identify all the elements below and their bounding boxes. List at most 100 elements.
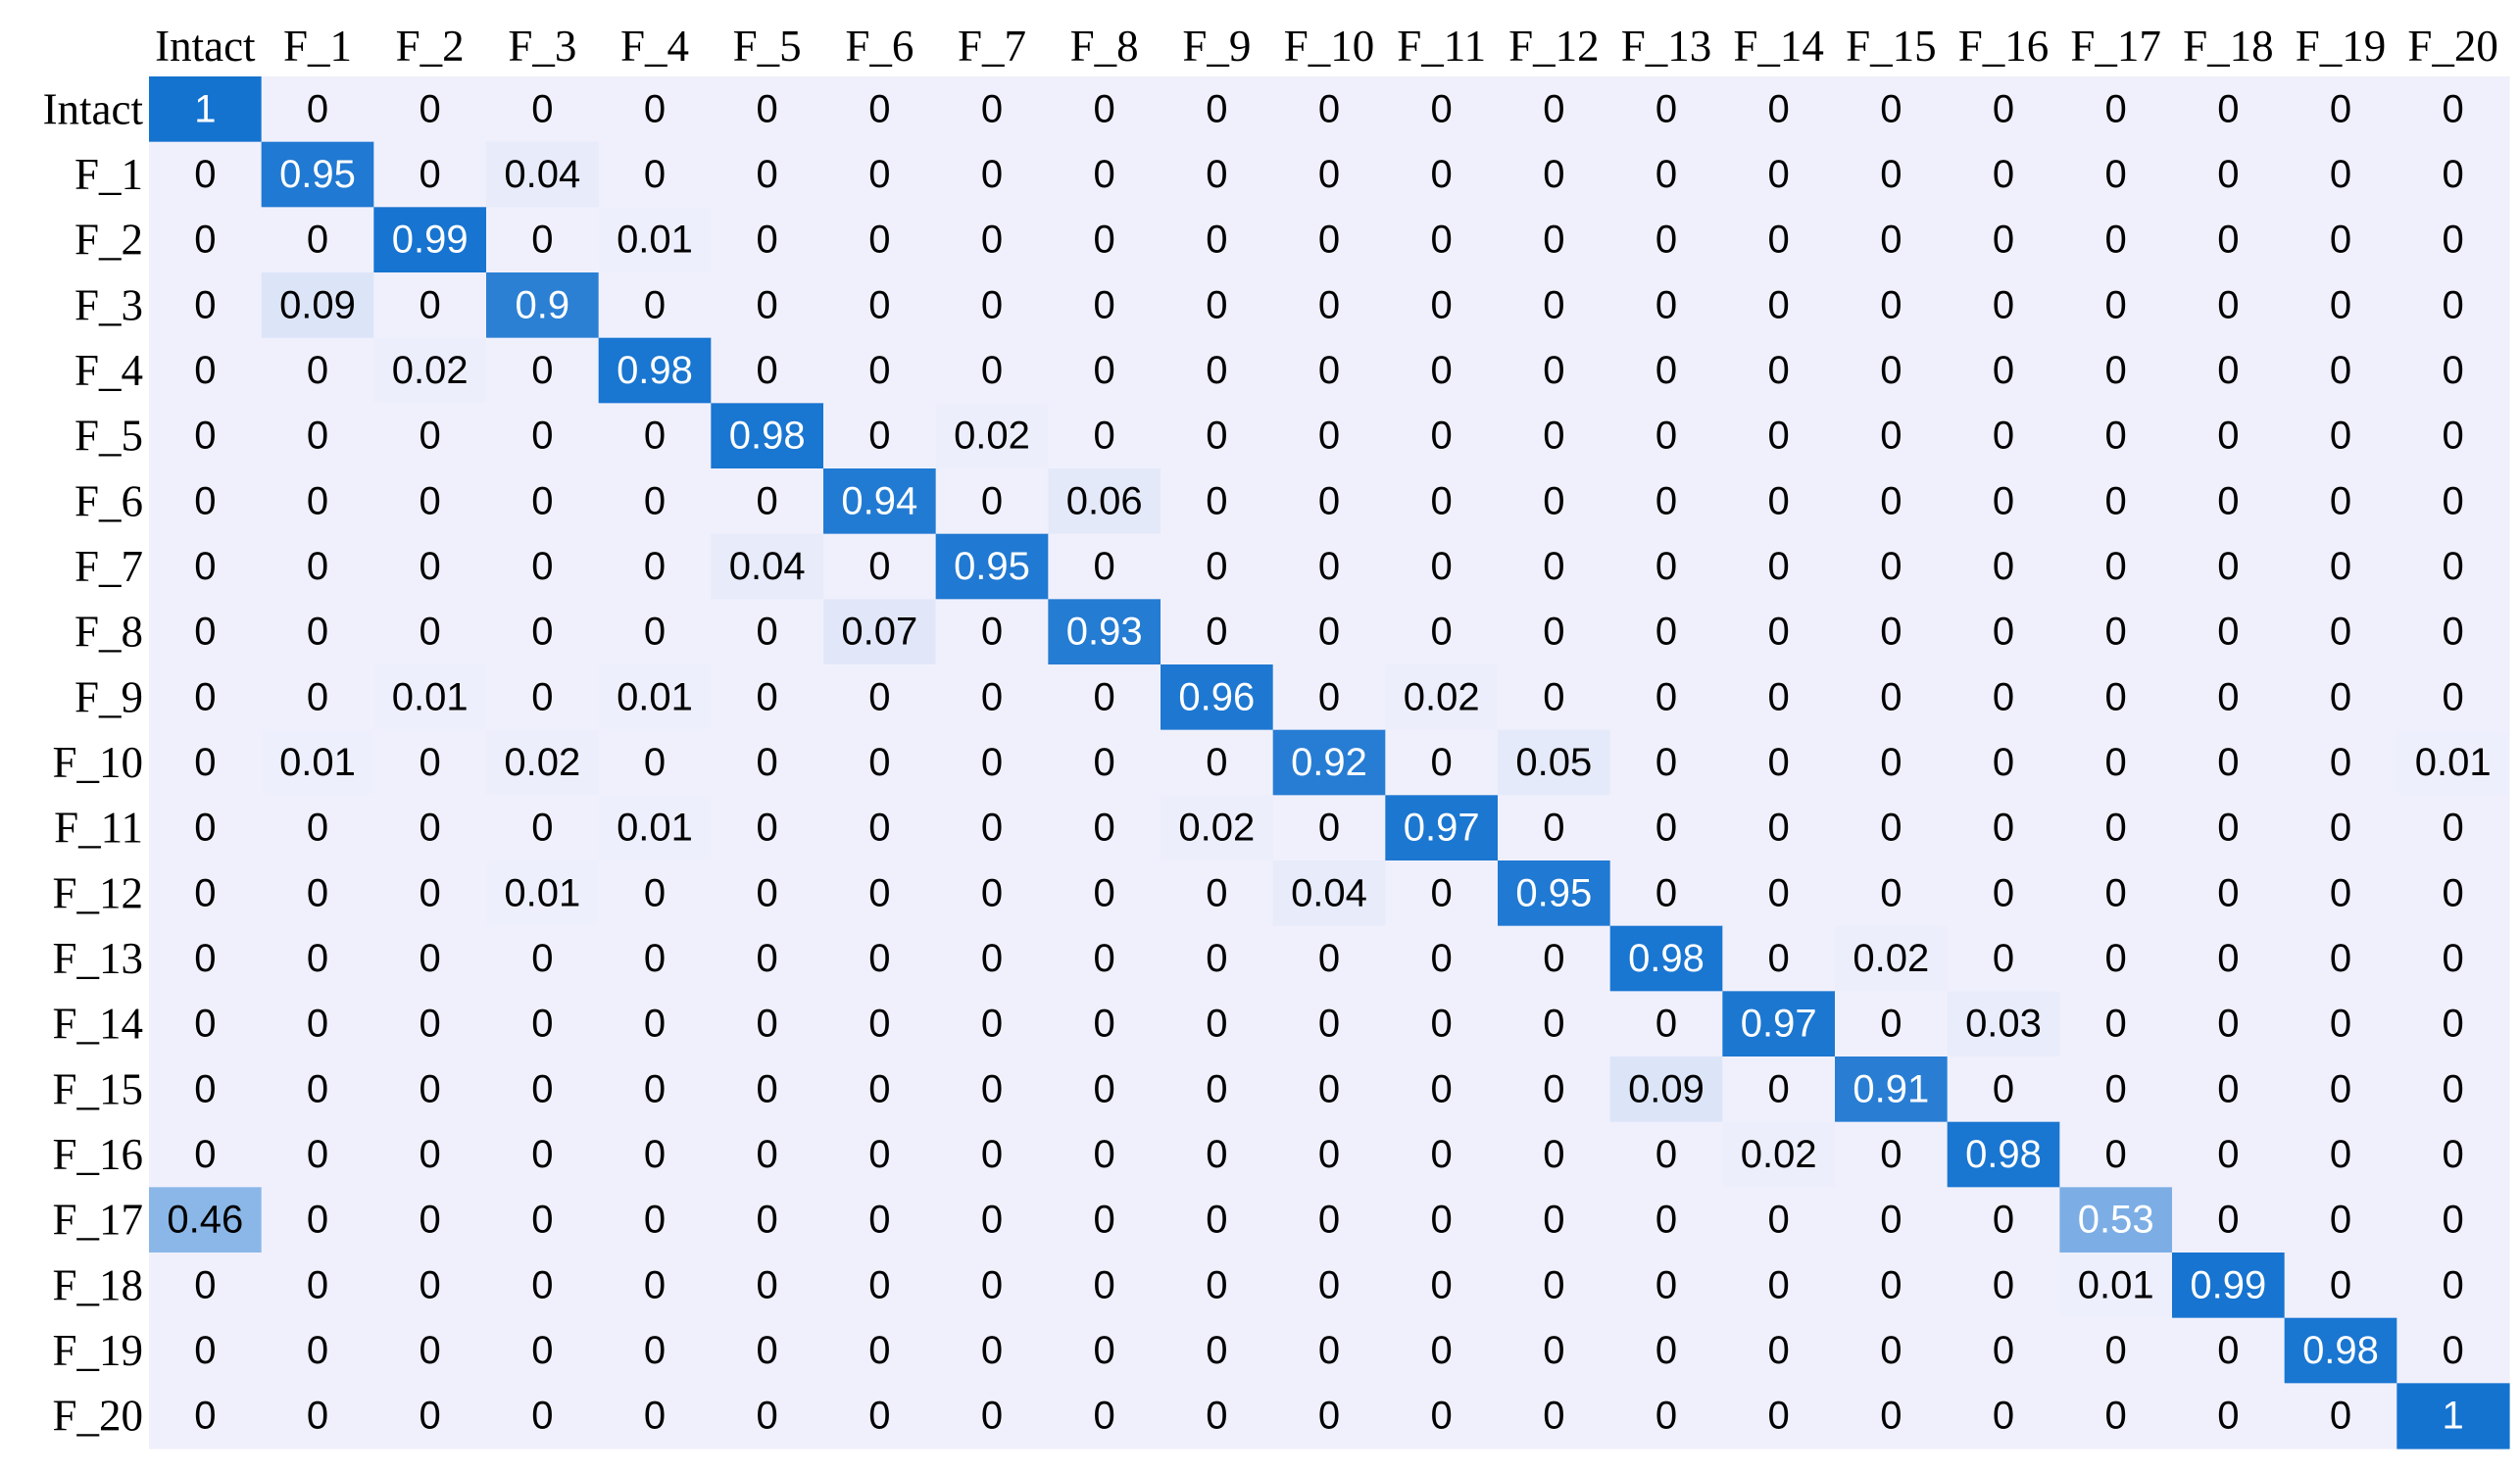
heatmap-cell-value: 0 <box>2105 87 2127 130</box>
heatmap-cell-value: 0 <box>2217 415 2239 458</box>
heatmap-cell-value: 0 <box>2330 153 2351 196</box>
heatmap-cell-value: 0 <box>868 349 890 392</box>
heatmap-cell-value: 0 <box>1655 871 1677 914</box>
heatmap-cell-value: 0.01 <box>2078 1263 2154 1306</box>
heatmap-cell-intact-f-9 <box>1161 76 1274 143</box>
heatmap-cell-value: 0 <box>1543 1199 1564 1242</box>
heatmap-cell-f-2-f-17 <box>2059 207 2173 273</box>
heatmap-cell-f-4-intact <box>149 337 263 404</box>
heatmap-cell-f-17-f-12 <box>1498 1187 1611 1253</box>
heatmap-cell-f-17-f-2 <box>373 1187 487 1253</box>
heatmap-cell-f-18-f-16 <box>1947 1253 2060 1319</box>
heatmap-cell-f-8-f-2 <box>373 599 487 665</box>
heatmap-cell-f-14-f-6 <box>823 991 937 1057</box>
y-tick-label-f-9: F_9 <box>74 672 143 721</box>
heatmap-cell-f-4-f-5 <box>711 337 824 404</box>
heatmap-cell-value: 0 <box>1431 153 1453 196</box>
heatmap-cell-f-3-f-17 <box>2059 272 2173 339</box>
heatmap-cell-value: 0 <box>307 545 328 588</box>
heatmap-cell-value: 0 <box>420 87 441 130</box>
heatmap-cell-value: 0 <box>1655 87 1677 130</box>
heatmap-cell-f-11-f-12 <box>1498 795 1611 861</box>
heatmap-cell-value: 0 <box>2443 1263 2464 1306</box>
heatmap-cell-f-13-f-2 <box>373 925 487 992</box>
y-tick-label-f-8: F_8 <box>74 608 143 657</box>
heatmap-cell-value: 0 <box>1206 87 1227 130</box>
heatmap-cell-f-18-f-4 <box>598 1253 712 1319</box>
heatmap-cell-value: 0 <box>1543 219 1564 262</box>
heatmap-cell-f-1-f-18 <box>2172 141 2286 208</box>
heatmap-cell-value: 0 <box>1993 415 2014 458</box>
heatmap-cell-f-2-f-20 <box>2396 207 2510 273</box>
heatmap-cell-f-5-f-3 <box>486 403 600 469</box>
heatmap-cell-value: 0 <box>420 871 441 914</box>
heatmap-cell-f-20-f-4 <box>598 1383 712 1449</box>
heatmap-cell-f-19-f-9 <box>1161 1317 1274 1384</box>
heatmap-cell-f-6-f-13 <box>1609 468 1723 535</box>
heatmap-cell-value: 0 <box>644 1003 666 1046</box>
heatmap-cell-f-17-f-10 <box>1272 1187 1386 1253</box>
heatmap-cell-value: 0 <box>1206 1133 1227 1176</box>
heatmap-cell-f-9-f-19 <box>2284 664 2397 731</box>
heatmap-cell-f-10-f-14 <box>1722 729 1836 796</box>
heatmap-cell-f-16-f-10 <box>1272 1121 1386 1188</box>
heatmap-cell-value: 0 <box>531 611 553 654</box>
heatmap-cell-f-2-f-15 <box>1835 207 1949 273</box>
heatmap-cell-f-19-f-15 <box>1835 1317 1949 1384</box>
heatmap-cell-f-19-f-5 <box>711 1317 824 1384</box>
x-tick-label-f-20: F_20 <box>2407 22 2498 71</box>
y-tick-label-f-4: F_4 <box>74 346 143 395</box>
heatmap-cell-f-18-intact <box>149 1253 263 1319</box>
heatmap-cell-value: 0 <box>1094 219 1115 262</box>
heatmap-cell-f-5-f-14 <box>1722 403 1836 469</box>
heatmap-cell-value: 0 <box>757 1395 778 1438</box>
heatmap-cell-f-15-f-17 <box>2059 1056 2173 1123</box>
heatmap-cell-f-19-f-14 <box>1722 1317 1836 1384</box>
heatmap-cell-value: 0 <box>2330 611 2351 654</box>
heatmap-cell-f-4-f-14 <box>1722 337 1836 404</box>
heatmap-cell-value: 0 <box>1880 611 1902 654</box>
heatmap-cell-f-19-f-19 <box>2284 1317 2397 1384</box>
heatmap-cell-value: 0.01 <box>2415 741 2492 784</box>
heatmap-cell-f-19-f-10 <box>1272 1317 1386 1384</box>
heatmap-cell-value: 0 <box>868 807 890 850</box>
heatmap-cell-value: 0 <box>2217 1003 2239 1046</box>
x-tick-label-f-16: F_16 <box>1958 22 2050 71</box>
heatmap-cell-value: 0 <box>868 1003 890 1046</box>
heatmap-cell-f-10-f-12 <box>1498 729 1611 796</box>
heatmap-cell-f-17-f-19 <box>2284 1187 2397 1253</box>
heatmap-cell-value: 0 <box>868 415 890 458</box>
heatmap-cell-f-12-f-16 <box>1947 860 2060 927</box>
heatmap-cell-f-8-f-18 <box>2172 599 2286 665</box>
heatmap-cell-value: 0 <box>194 415 216 458</box>
heatmap-cell-f-9-f-6 <box>823 664 937 731</box>
heatmap-cell-value: 0 <box>1993 545 2014 588</box>
heatmap-cell-value: 0 <box>194 153 216 196</box>
heatmap-cell-value: 0 <box>644 1395 666 1438</box>
heatmap-cell-f-9-f-18 <box>2172 664 2286 731</box>
heatmap-cell-f-11-f-10 <box>1272 795 1386 861</box>
x-tick-label-f-19: F_19 <box>2296 22 2387 71</box>
heatmap-cell-value: 0 <box>307 415 328 458</box>
heatmap-cell-value: 0 <box>531 1067 553 1110</box>
heatmap-cell-f-6-f-20 <box>2396 468 2510 535</box>
heatmap-cell-value: 0.01 <box>504 871 580 914</box>
heatmap-cell-f-11-f-17 <box>2059 795 2173 861</box>
heatmap-cell-value: 0 <box>1094 1395 1115 1438</box>
heatmap-cell-f-10-f-16 <box>1947 729 2060 796</box>
heatmap-cell-value: 0 <box>1655 1263 1677 1306</box>
heatmap-cell-value: 0.98 <box>1965 1133 2042 1176</box>
heatmap-cell-value: 0 <box>868 1133 890 1176</box>
heatmap-cell-intact-f-15 <box>1835 76 1949 143</box>
heatmap-cell-value: 0 <box>2217 479 2239 522</box>
heatmap-cell-value: 0 <box>981 675 1003 718</box>
heatmap-cell-f-9-f-9 <box>1161 664 1274 731</box>
heatmap-cell-f-16-f-4 <box>598 1121 712 1188</box>
heatmap-cell-value: 0 <box>981 871 1003 914</box>
heatmap-cell-value: 0 <box>1318 283 1340 326</box>
heatmap-cell-value: 0 <box>1318 1329 1340 1372</box>
heatmap-cell-intact-f-8 <box>1048 76 1161 143</box>
heatmap-cell-f-10-f-5 <box>711 729 824 796</box>
heatmap-cell-value: 0 <box>1768 1395 1790 1438</box>
heatmap-cell-value: 0 <box>868 1263 890 1306</box>
